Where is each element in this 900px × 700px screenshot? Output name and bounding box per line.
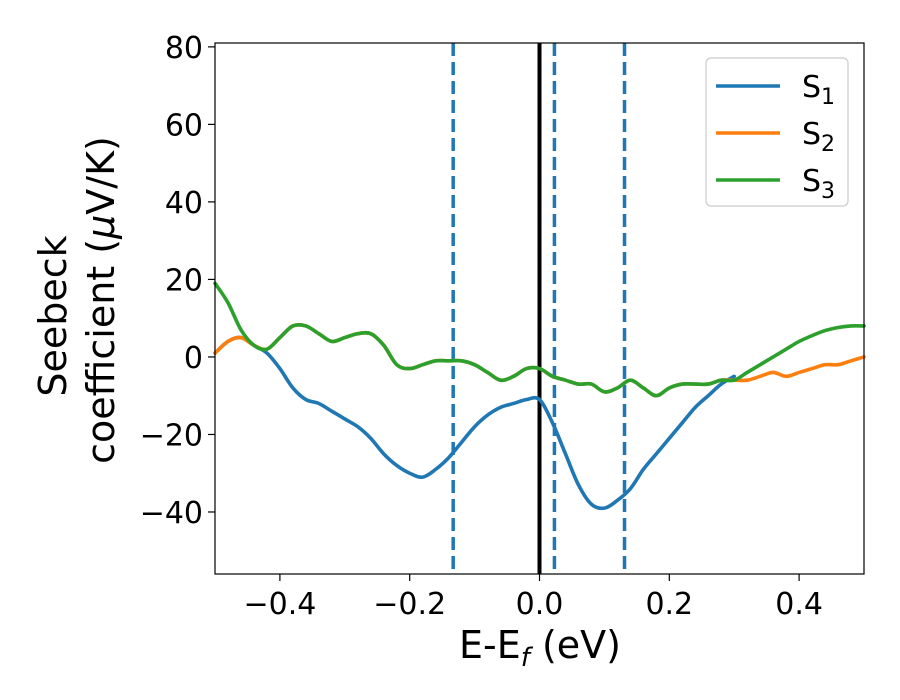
- series-line-s1: [213, 335, 736, 511]
- x-axis-label: E-Ef (eV): [459, 623, 621, 673]
- y-axis-label-line2: coefficient (μV/K): [79, 136, 123, 464]
- y-tick-label: 60: [165, 108, 203, 143]
- x-tick-label: 0.0: [516, 587, 564, 622]
- series-lines: [213, 281, 866, 511]
- legend-label-s3: S3: [802, 164, 835, 204]
- legend-label-s1: S1: [802, 70, 835, 110]
- legend-label-s2: S2: [802, 117, 835, 157]
- y-tick-label: 40: [165, 186, 203, 221]
- y-axis-ticks: 80 60 40 20 0 −20 −40: [140, 31, 215, 531]
- y-tick-label: −40: [140, 496, 203, 531]
- x-axis-ticks: −0.4 −0.2 0.0 0.2 0.4: [243, 574, 823, 622]
- y-tick-label: 80: [165, 31, 203, 66]
- x-tick-label: 0.2: [645, 587, 693, 622]
- y-tick-label: 0: [184, 341, 203, 376]
- x-tick-label: 0.4: [775, 587, 823, 622]
- y-tick-label: −20: [140, 418, 203, 453]
- x-tick-label: −0.2: [373, 587, 446, 622]
- x-tick-label: −0.4: [243, 587, 316, 622]
- vertical-lines: [451, 43, 627, 574]
- legend: S1 S2 S3: [705, 57, 849, 207]
- series-line-s3: [213, 281, 866, 398]
- y-tick-label: 20: [165, 263, 203, 298]
- y-axis-label-line1: Seebeck: [31, 235, 75, 396]
